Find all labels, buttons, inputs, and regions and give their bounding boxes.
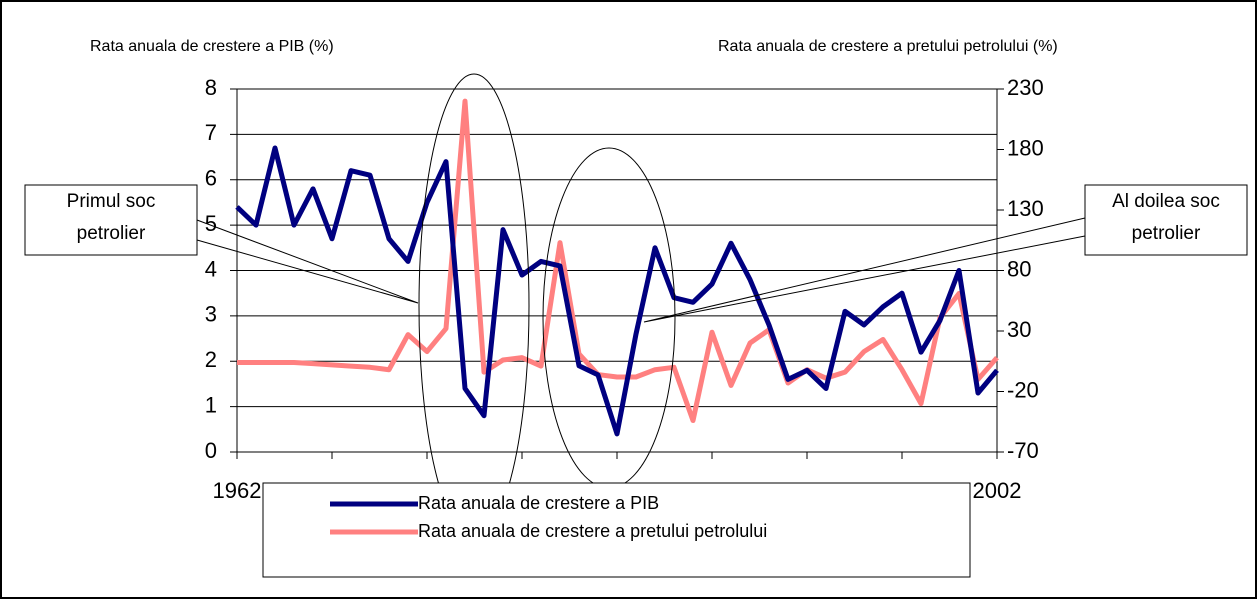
data-line bbox=[237, 98, 999, 424]
y-tick-label: 2 bbox=[205, 347, 217, 372]
callout-text: petrolier bbox=[77, 223, 146, 244]
y-tick-label: 8 bbox=[205, 75, 217, 100]
y-tick-label: 5 bbox=[205, 211, 217, 236]
callout-text: petrolier bbox=[1132, 223, 1201, 244]
y-tick-label: 4 bbox=[205, 256, 217, 281]
y2-tick-label: -20 bbox=[1007, 377, 1039, 402]
y2-tick-label: -70 bbox=[1007, 438, 1039, 463]
y2-tick-label: 130 bbox=[1007, 196, 1044, 221]
legend-label: Rata anuala de crestere a pretului petro… bbox=[418, 521, 767, 541]
callout-pointer bbox=[196, 219, 419, 304]
y-tick-label: 6 bbox=[205, 166, 217, 191]
y2-axis-title: Rata anuala de crestere a pretului petro… bbox=[718, 38, 1058, 55]
x-tick-label: 1962 bbox=[213, 478, 262, 503]
y-tick-label: 7 bbox=[205, 120, 217, 145]
callout-text: Primul soc bbox=[67, 191, 156, 212]
y-tick-label: 3 bbox=[205, 302, 217, 327]
x-tick-label: 2002 bbox=[973, 478, 1022, 503]
callout-pointer bbox=[643, 217, 1086, 323]
y2-tick-label: 80 bbox=[1007, 256, 1031, 281]
y-tick-label: 0 bbox=[205, 438, 217, 463]
y2-tick-label: 180 bbox=[1007, 135, 1044, 160]
y-axis-title: Rata anuala de crestere a PIB (%) bbox=[90, 38, 334, 55]
y2-tick-label: 230 bbox=[1007, 75, 1044, 100]
legend-label: Rata anuala de crestere a PIB bbox=[418, 493, 659, 513]
callout-box bbox=[1084, 184, 1248, 256]
plot-area: 012345678-70-203080130180230196219671972… bbox=[205, 75, 1044, 503]
y2-tick-label: 30 bbox=[1007, 317, 1031, 342]
callout-text: Al doilea soc bbox=[1112, 191, 1220, 212]
y-tick-label: 1 bbox=[205, 392, 217, 417]
callout-box bbox=[24, 184, 198, 256]
data-line bbox=[235, 145, 999, 437]
